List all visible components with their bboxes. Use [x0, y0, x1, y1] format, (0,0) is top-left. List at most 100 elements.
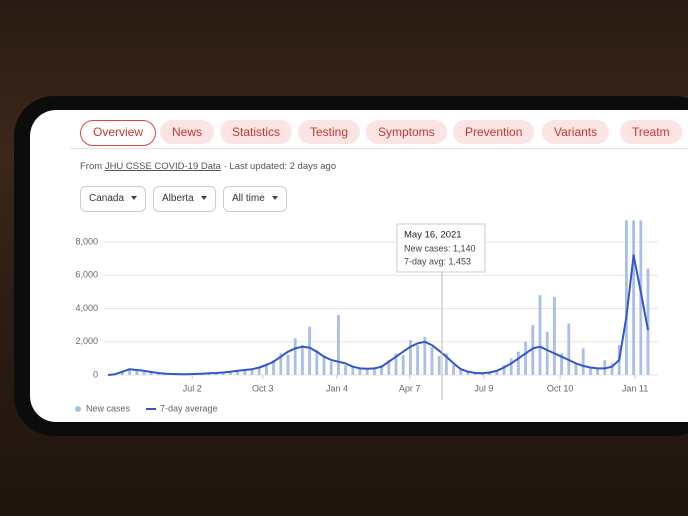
tab[interactable]: Treatm	[620, 120, 682, 144]
tab[interactable]: Prevention	[453, 120, 535, 144]
bar	[545, 331, 549, 375]
bar	[293, 338, 297, 375]
chart: 0 2,000 4,000 6,000 8,000 May 16, 2021 New c…	[75, 220, 658, 413]
bar	[387, 360, 391, 375]
bar	[567, 323, 571, 375]
bar	[308, 326, 311, 375]
legend-label: New cases	[86, 403, 131, 413]
filter-dropdown[interactable]: Alberta	[153, 186, 216, 212]
bar	[581, 348, 585, 375]
bar	[243, 369, 247, 375]
bar	[279, 353, 283, 375]
bar	[437, 356, 441, 375]
bar	[560, 353, 563, 375]
bar	[430, 346, 434, 375]
bar	[610, 363, 614, 375]
bar	[409, 340, 412, 375]
bar	[459, 368, 463, 375]
tab[interactable]: Symptoms	[366, 120, 447, 144]
bar	[589, 366, 592, 375]
bar	[380, 365, 383, 375]
bar	[524, 341, 527, 375]
bar	[495, 370, 499, 375]
bar	[373, 367, 376, 375]
bar	[272, 360, 275, 375]
bar	[452, 365, 455, 375]
y-tick-label: 2,000	[75, 336, 98, 346]
bar	[128, 368, 131, 375]
bar	[351, 366, 355, 375]
tooltip-avg: 7-day avg: 1,453	[404, 256, 471, 266]
screen: Overview News Statistics Testing Symptom…	[30, 110, 688, 422]
bar	[221, 372, 225, 375]
bar	[502, 365, 506, 375]
tab[interactable]: News	[160, 120, 215, 144]
y-tick-label: 6,000	[75, 270, 98, 280]
bar	[286, 355, 290, 375]
bar	[344, 365, 347, 375]
bar	[157, 373, 160, 375]
tooltip-cases: New cases: 1,140	[404, 243, 476, 253]
bar	[445, 353, 448, 375]
bar	[135, 369, 139, 375]
tooltip	[396, 223, 486, 273]
bar	[365, 368, 369, 375]
bar	[301, 345, 304, 375]
bar	[538, 295, 542, 375]
bar	[639, 220, 643, 375]
bar	[394, 353, 398, 375]
bar	[423, 336, 427, 375]
bar	[632, 220, 635, 375]
tooltip-date: May 16, 2021	[404, 230, 462, 241]
y-tick-label: 4,000	[75, 303, 98, 313]
bar	[574, 363, 578, 375]
legend-label: 7-day average	[160, 403, 218, 413]
source-line: From JHU CSSE COVID-19 Data · Last updat…	[80, 161, 336, 172]
x-tick-label: Jan 4	[326, 383, 348, 393]
bar	[646, 268, 650, 375]
y-tick-label: 8,000	[75, 236, 98, 246]
source-link[interactable]: JHU CSSE COVID-19 Data	[104, 161, 221, 172]
filter-dropdown[interactable]: All time	[223, 186, 287, 212]
source-suffix: · Last updated: 2 days ago	[223, 161, 337, 172]
bar	[337, 315, 340, 375]
bar	[517, 351, 520, 375]
divider	[70, 148, 688, 149]
bar	[214, 373, 218, 375]
source-prefix: From	[80, 161, 103, 172]
x-tick-label: Apr 7	[399, 383, 421, 393]
bar	[149, 371, 153, 375]
tab[interactable]: Variants	[542, 120, 610, 144]
bar	[531, 325, 535, 375]
bar	[236, 370, 239, 375]
avg-line	[107, 254, 649, 376]
bar	[229, 371, 232, 375]
bar	[596, 368, 599, 375]
x-tick-label: Oct 3	[252, 383, 274, 393]
tab[interactable]: Testing	[298, 120, 361, 144]
x-tick-label: Oct 10	[547, 383, 574, 393]
bar	[473, 373, 477, 375]
bar	[121, 370, 124, 375]
filter-dropdown[interactable]: Canada	[80, 186, 147, 212]
x-tick-label: Jul 2	[183, 383, 202, 393]
x-tick-label: Jul 9	[474, 383, 493, 393]
tab[interactable]: Statistics	[220, 120, 293, 144]
bar	[553, 296, 556, 375]
bar	[401, 355, 405, 375]
bar	[315, 350, 319, 375]
bar	[466, 372, 470, 375]
legend-swatch	[75, 406, 81, 412]
bar	[329, 361, 333, 375]
bar	[358, 369, 362, 375]
x-tick-label: Jan 11	[622, 383, 648, 393]
bar	[257, 366, 261, 375]
y-tick-label: 0	[93, 369, 98, 379]
bar	[142, 371, 146, 375]
tab[interactable]: Overview	[80, 120, 157, 146]
bar	[416, 345, 419, 375]
bar	[265, 363, 268, 375]
bar	[509, 358, 513, 375]
bar	[625, 220, 628, 375]
